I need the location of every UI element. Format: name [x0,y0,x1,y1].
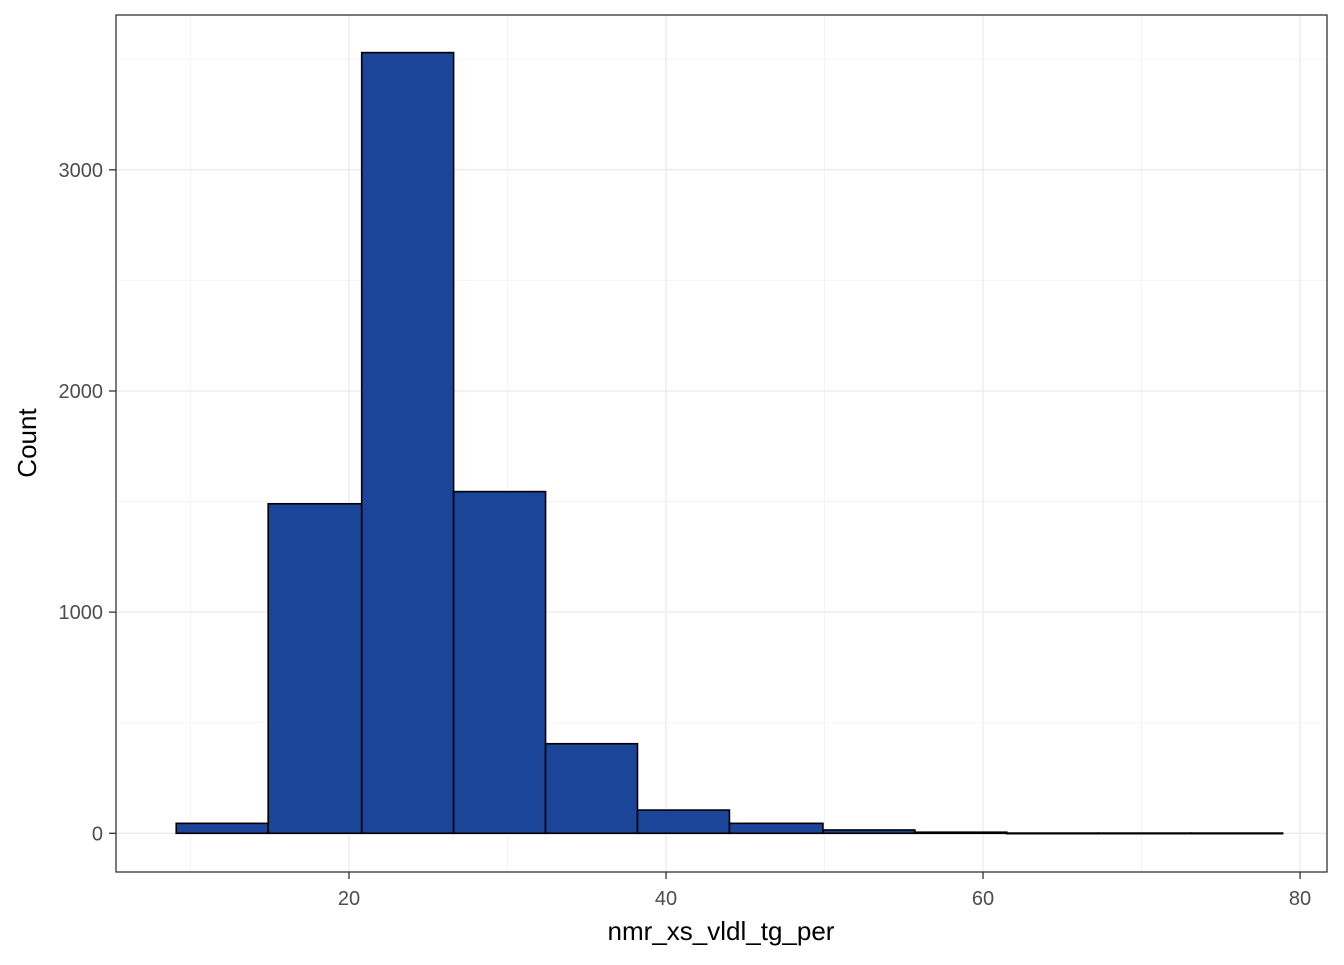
histogram-bar [267,502,363,835]
histogram-bar [728,822,824,835]
x-tick-label: 20 [338,888,360,910]
histogram-bar [822,829,916,835]
x-tick-label: 80 [1289,888,1311,910]
x-tick-label: 60 [972,888,994,910]
y-tick-label: 3000 [59,160,104,182]
grid-lines [116,15,1327,872]
histogram-bar [1006,832,1100,835]
y-tick-label: 0 [92,823,103,845]
y-tick-label: 2000 [59,381,104,403]
histogram-bar [175,822,269,835]
x-axis-title: nmr_xs_vldl_tg_per [608,916,835,946]
panel-border [115,14,1328,873]
y-axis: 0 1000 2000 3000 [59,160,116,845]
x-tick-label: 40 [655,888,677,910]
histogram-bar [914,831,1008,835]
histogram-bars [175,51,1284,835]
histogram-bar [1189,832,1284,835]
histogram-bar [544,742,639,835]
histogram-bar [1097,832,1192,835]
histogram-bar [360,51,455,835]
histogram-bar [636,809,731,835]
histogram-bar [452,490,547,835]
x-axis: 20 40 60 80 [338,872,1311,910]
y-axis-title: Count [12,408,42,478]
y-tick-label: 1000 [59,602,104,624]
